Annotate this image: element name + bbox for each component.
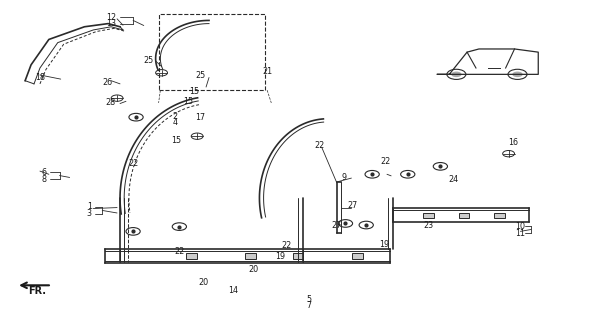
Text: 26: 26 [102, 78, 112, 87]
Bar [186, 253, 197, 259]
Text: 10: 10 [516, 222, 526, 231]
Text: 27: 27 [347, 201, 358, 210]
Text: 8: 8 [42, 174, 46, 184]
Text: 19: 19 [379, 240, 389, 249]
Text: 15: 15 [183, 97, 193, 106]
Text: 12: 12 [106, 13, 116, 22]
Text: 22: 22 [281, 241, 291, 250]
Text: 23: 23 [423, 220, 433, 229]
Text: 27: 27 [331, 220, 342, 229]
Text: 11: 11 [516, 229, 526, 238]
Text: 17: 17 [195, 113, 205, 122]
Text: 9: 9 [342, 173, 347, 182]
Text: 22: 22 [315, 141, 325, 150]
Circle shape [513, 72, 523, 77]
Text: 3: 3 [86, 209, 92, 219]
Bar [245, 253, 256, 259]
Text: 20: 20 [198, 278, 208, 287]
Bar [494, 213, 505, 218]
Text: 25: 25 [195, 71, 205, 80]
Text: 15: 15 [189, 87, 199, 96]
Text: 16: 16 [508, 138, 518, 147]
Text: 22: 22 [174, 247, 185, 257]
Text: 22: 22 [128, 159, 138, 168]
Text: 18: 18 [35, 73, 45, 82]
Circle shape [451, 72, 462, 77]
Text: 1: 1 [86, 203, 92, 212]
Text: 25: 25 [144, 56, 154, 65]
Text: 4: 4 [173, 118, 178, 127]
Text: 19: 19 [275, 252, 285, 261]
Bar [459, 213, 470, 218]
Text: 13: 13 [106, 19, 116, 28]
Text: 14: 14 [228, 285, 238, 295]
Bar [352, 253, 362, 259]
Bar [423, 213, 434, 218]
Text: 5: 5 [306, 295, 311, 304]
Text: 24: 24 [448, 174, 458, 184]
Text: 21: 21 [262, 67, 272, 76]
Text: 15: 15 [171, 136, 181, 146]
Text: 22: 22 [381, 157, 391, 166]
Text: 28: 28 [105, 99, 115, 108]
Text: 2: 2 [173, 112, 178, 121]
Text: 20: 20 [249, 265, 259, 274]
Bar [293, 253, 303, 259]
Text: 6: 6 [42, 168, 46, 177]
Text: FR.: FR. [28, 286, 46, 296]
Text: 7: 7 [306, 301, 311, 310]
